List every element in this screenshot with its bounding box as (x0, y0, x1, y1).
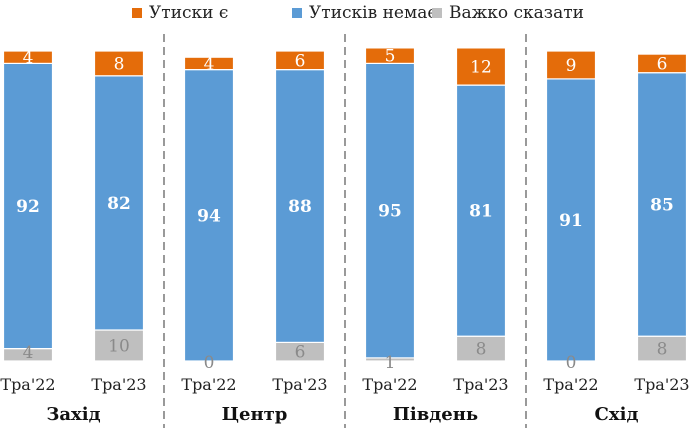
group-label-3: Південь (393, 404, 478, 425)
group-label-2: Центр (222, 404, 288, 425)
data-label-4-утисків-немає: 88 (288, 197, 312, 217)
legend: Утиски є Утисків немає Важко сказати (132, 3, 584, 23)
x-tick-label-4: Тра'23 (272, 375, 327, 394)
data-label-6-утиски-є: 12 (470, 58, 492, 78)
data-label-5-утиски-є: 5 (385, 47, 396, 67)
data-labels: 4 92 4 10 82 8 0 94 4 6 88 6 1 95 5 8 81 12 0 91 9 8 85 6 (16, 47, 674, 373)
group-labels: Захід Центр Південь Схід (46, 404, 638, 425)
data-label-7-важко-сказати: 0 (566, 353, 577, 373)
bar-1-утисків-немає (2, 62, 54, 350)
data-label-4-важко-сказати: 6 (295, 343, 306, 363)
x-tick-label-8: Тра'23 (634, 375, 689, 394)
data-label-8-утисків-немає: 85 (650, 195, 674, 215)
bar-3-утисків-немає (183, 68, 235, 362)
data-label-2-важко-сказати: 10 (108, 337, 130, 357)
bar-8-утиски-є (636, 53, 688, 74)
bar-8-утисків-немає (636, 72, 688, 337)
bar-4-утисків-немає (274, 68, 326, 343)
data-label-5-утисків-немає: 95 (378, 202, 402, 222)
x-tick-label-2: Тра'23 (91, 375, 146, 394)
legend-swatch-2 (292, 8, 302, 18)
data-label-6-утисків-немає: 81 (469, 202, 493, 222)
data-label-2-утисків-немає: 82 (107, 194, 131, 214)
legend-swatch-3 (432, 8, 442, 18)
group-label-4: Схід (595, 404, 639, 425)
x-tick-label-3: Тра'22 (181, 375, 236, 394)
legend-label-1: Утиски є (149, 3, 228, 23)
data-label-1-утиски-є: 4 (23, 48, 34, 68)
bar-4-утиски-є (274, 50, 326, 71)
bar-6-утисків-немає (455, 84, 507, 337)
data-label-8-важко-сказати: 8 (657, 340, 668, 360)
legend-label-3: Важко сказати (449, 3, 584, 23)
x-tick-label-1: Тра'22 (0, 375, 55, 394)
data-label-3-утисків-немає: 94 (197, 206, 221, 226)
data-label-7-утиски-є: 9 (566, 56, 577, 76)
data-label-5-важко-сказати: 1 (385, 353, 396, 373)
bar-2-утиски-є (93, 50, 145, 77)
group-label-1: Захід (46, 404, 100, 425)
bar-8-важко-сказати (636, 335, 688, 362)
data-label-6-важко-сказати: 8 (476, 340, 487, 360)
data-label-1-важко-сказати: 4 (23, 343, 34, 363)
bar-5-утиски-є (364, 47, 416, 65)
legend-label-2: Утисків немає (309, 3, 437, 23)
data-label-1-утисків-немає: 92 (16, 197, 40, 217)
data-label-3-важко-сказати: 0 (204, 353, 215, 373)
bar-2-утисків-немає (93, 75, 145, 331)
x-tick-label-6: Тра'23 (453, 375, 508, 394)
data-label-2-утиски-є: 8 (114, 54, 125, 74)
data-label-3-утиски-є: 4 (204, 54, 215, 74)
bar-2-важко-сказати (93, 329, 145, 362)
legend-swatch-1 (132, 8, 142, 18)
bar-7-утисків-немає (545, 78, 597, 362)
data-label-4-утиски-є: 6 (295, 51, 306, 71)
group-separators (163, 34, 527, 428)
x-tick-label-5: Тра'22 (362, 375, 417, 394)
data-label-7-утисків-немає: 91 (559, 211, 583, 231)
x-tick-labels: Тра'22 Тра'23 Тра'22 Тра'23 Тра'22 Тра'23 Тра'… (0, 375, 689, 394)
bar-3-утиски-є (183, 56, 235, 71)
bar-6-важко-сказати (455, 335, 507, 362)
bars (2, 47, 688, 362)
bar-6-утиски-є (455, 47, 507, 86)
data-label-8-утиски-є: 6 (657, 54, 668, 74)
x-tick-label-7: Тра'22 (543, 375, 598, 394)
bar-7-утиски-є (545, 50, 597, 80)
bar-5-утисків-немає (364, 62, 416, 359)
bar-1-утиски-є (2, 50, 54, 64)
